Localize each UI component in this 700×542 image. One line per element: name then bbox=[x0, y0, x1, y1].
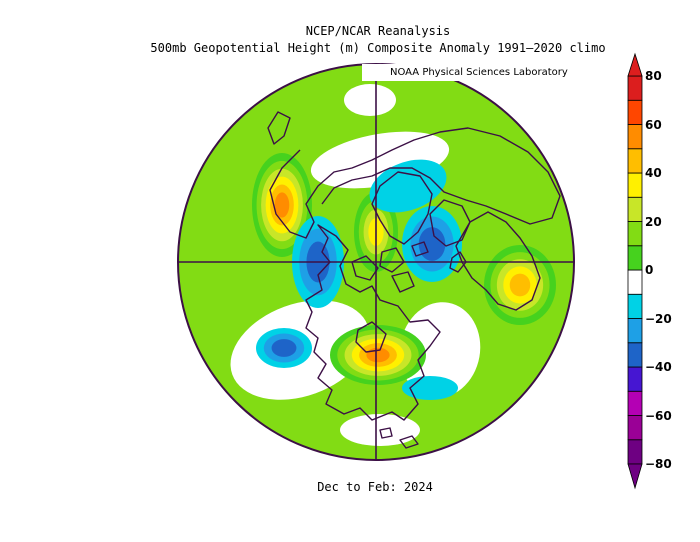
central-asia-high-contour bbox=[274, 192, 290, 218]
period-label: Dec to Feb: 2024 bbox=[317, 480, 433, 494]
colorbar-tick-label: 0 bbox=[645, 263, 654, 277]
europe-high-contour bbox=[509, 273, 531, 297]
colorbar-segment bbox=[627, 221, 643, 247]
colorbar-tick-label: −40 bbox=[645, 360, 672, 374]
colorbar-max-arrow bbox=[627, 52, 643, 77]
colorbar-segment bbox=[627, 196, 643, 222]
colorbar-tick-label: −20 bbox=[645, 311, 672, 326]
colorbar-segment bbox=[627, 245, 643, 271]
colorbar-segment bbox=[627, 342, 643, 368]
asia-coastline bbox=[269, 127, 561, 239]
colorbar-tick-label: 80 bbox=[645, 69, 662, 83]
colorbar-segment bbox=[627, 99, 643, 125]
colorbar-tick-label: −60 bbox=[645, 408, 672, 423]
japan-coastline bbox=[267, 111, 291, 145]
colorbar-min-arrow bbox=[627, 463, 643, 490]
north-america-coastline bbox=[305, 224, 441, 421]
iceland-coastline bbox=[411, 241, 429, 257]
uk-coastline bbox=[449, 251, 467, 273]
colorbar-segment bbox=[627, 415, 643, 441]
white-patch-bering bbox=[344, 84, 396, 116]
colorbar-segment bbox=[627, 390, 643, 416]
colorbar-segment bbox=[627, 293, 643, 319]
coastlines bbox=[267, 111, 561, 449]
scandinavia-coastline bbox=[429, 199, 471, 247]
graticule bbox=[178, 64, 574, 460]
white-ring-atlantic bbox=[399, 302, 481, 398]
colorbar-segment bbox=[627, 318, 643, 344]
colorbar-segment bbox=[627, 269, 643, 295]
colorbar-tick-label: −80 bbox=[645, 457, 672, 471]
colorbar-tick-label: 40 bbox=[645, 166, 662, 180]
anomaly-fields bbox=[230, 84, 556, 446]
arctic-ob-low-contour bbox=[369, 159, 447, 213]
north-pacific-low-contour bbox=[271, 339, 297, 357]
arctic-archipelago-coastline bbox=[351, 247, 415, 293]
colorbar-segment bbox=[627, 366, 643, 392]
chart-subtitle: 500mb Geopotential Height (m) Composite … bbox=[150, 41, 606, 55]
chart-title: NCEP/NCAR Reanalysis bbox=[305, 24, 451, 38]
colorbar-segment bbox=[627, 172, 643, 198]
hudson-bay-coastline bbox=[355, 321, 387, 353]
caribbean-coastline bbox=[379, 427, 419, 449]
greenland-coastline bbox=[371, 171, 433, 245]
credit-label: NOAA Physical Sciences Laboratory bbox=[362, 64, 576, 81]
colorbar-segment bbox=[627, 148, 643, 174]
colorbar-tick-label: 60 bbox=[645, 117, 662, 132]
colorbar-segment bbox=[627, 439, 643, 465]
colorbar-segment bbox=[627, 75, 643, 101]
colorbar-tick-label: 20 bbox=[645, 214, 662, 229]
colorbar-segment bbox=[627, 124, 643, 150]
